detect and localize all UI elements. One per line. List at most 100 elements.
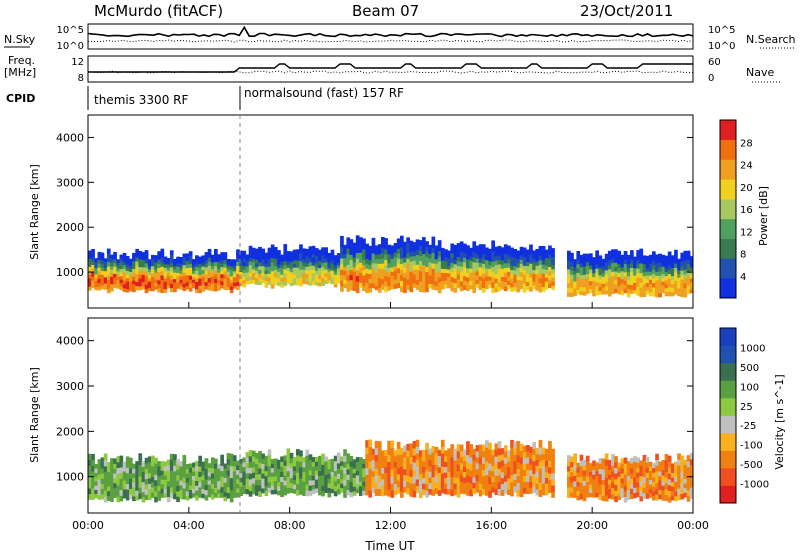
- power-cell: [135, 277, 139, 282]
- velocity-cell: [415, 485, 420, 493]
- velocity-cell: [497, 481, 502, 490]
- velocity-cell: [466, 468, 470, 476]
- velocity-cell: [526, 487, 530, 494]
- power-cell: [589, 261, 593, 266]
- velocity-cell: [403, 486, 407, 493]
- velocity-cell: [592, 460, 596, 466]
- power-cell: [544, 253, 549, 258]
- power-cell: [362, 248, 366, 255]
- velocity-cell: [226, 464, 231, 471]
- velocity-cell: [680, 455, 685, 462]
- velocity-cell: [422, 449, 426, 456]
- velocity-cell: [507, 478, 511, 484]
- velocity-cell: [232, 455, 237, 461]
- velocity-cell: [270, 463, 275, 469]
- power-cell: [374, 285, 379, 291]
- velocity-cell: [648, 475, 653, 480]
- power-cell: [119, 282, 124, 287]
- power-cell: [182, 261, 187, 266]
- power-cell: [623, 251, 628, 256]
- velocity-cell: [166, 496, 171, 503]
- power-cell: [94, 258, 98, 262]
- power-cell: [163, 270, 168, 275]
- velocity-colorbar-tick: 500: [740, 363, 759, 374]
- power-cell: [664, 279, 669, 285]
- power-cell: [242, 272, 247, 277]
- velocity-cell: [299, 450, 303, 457]
- velocity-cell: [255, 484, 259, 491]
- velocity-cell: [422, 483, 426, 490]
- power-cell: [400, 269, 404, 276]
- velocity-cell: [245, 473, 250, 479]
- velocity-cell: [147, 456, 152, 463]
- velocity-cell: [626, 485, 631, 491]
- power-cell: [88, 258, 92, 263]
- power-cell: [648, 291, 653, 297]
- velocity-colorbar-swatch: [720, 345, 736, 364]
- power-cell: [418, 265, 423, 272]
- velocity-cell: [308, 474, 313, 481]
- power-cell: [283, 273, 288, 278]
- power-cell: [384, 281, 388, 287]
- velocity-cell: [582, 475, 587, 481]
- velocity-cell: [371, 470, 376, 477]
- power-cell: [633, 282, 637, 287]
- power-cell: [472, 277, 477, 283]
- velocity-cell: [371, 481, 376, 488]
- velocity-cell: [232, 476, 237, 483]
- power-cell: [576, 276, 581, 282]
- power-cell: [113, 269, 117, 274]
- velocity-cell: [507, 461, 511, 468]
- power-cell: [667, 251, 672, 257]
- power-cell: [630, 250, 634, 255]
- power-cell: [503, 244, 508, 250]
- power-cell: [116, 262, 121, 266]
- power-cell: [670, 263, 675, 268]
- velocity-cell: [138, 476, 143, 483]
- power-cell: [292, 256, 297, 261]
- power-cell: [157, 279, 161, 285]
- velocity-cell: [368, 446, 373, 455]
- velocity-cell: [541, 459, 546, 466]
- power-cell: [689, 278, 694, 283]
- velocity-cell: [570, 481, 574, 488]
- power-cell: [355, 275, 360, 282]
- velocity-cell: [390, 483, 395, 491]
- power-cell: [642, 284, 647, 289]
- velocity-cell: [173, 476, 177, 483]
- power-cell: [355, 246, 360, 253]
- velocity-cell: [340, 483, 344, 489]
- power-cell: [245, 275, 250, 279]
- velocity-cell: [305, 484, 310, 491]
- velocity-cell: [308, 485, 313, 491]
- power-cell: [630, 267, 634, 273]
- power-cell: [198, 271, 202, 276]
- velocity-cell: [636, 462, 640, 468]
- power-cell: [336, 259, 341, 263]
- power-cell: [469, 280, 473, 286]
- power-cell: [582, 266, 587, 271]
- power-cell: [683, 269, 688, 275]
- power-cell: [119, 268, 124, 273]
- power-cell: [113, 252, 117, 257]
- power-cell: [611, 271, 615, 277]
- power-cell: [592, 268, 596, 274]
- power-cell: [261, 262, 265, 267]
- power-cell: [144, 284, 149, 289]
- power-cell: [192, 273, 196, 277]
- velocity-cell: [314, 479, 319, 485]
- power-cell: [529, 253, 533, 260]
- velocity-cell: [440, 473, 445, 481]
- power-cell: [292, 274, 297, 279]
- power-cell: [336, 274, 341, 278]
- power-cell: [469, 276, 473, 281]
- velocity-cell: [630, 483, 634, 489]
- velocity-cell: [639, 475, 644, 482]
- power-cell: [538, 282, 543, 288]
- power-cell: [469, 268, 473, 273]
- power-cell: [242, 250, 247, 255]
- power-cell: [456, 265, 461, 271]
- power-cell: [267, 251, 272, 256]
- velocity-cell: [592, 478, 596, 484]
- power-cell: [299, 252, 303, 258]
